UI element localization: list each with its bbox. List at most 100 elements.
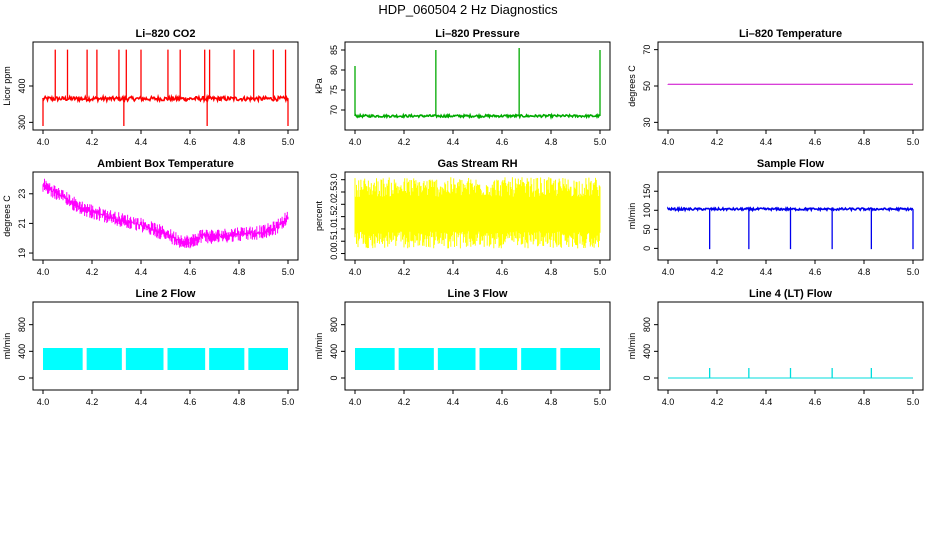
y-tick-label: 21: [17, 218, 27, 228]
y-tick-label: 2.0: [329, 198, 339, 211]
series-line: [667, 205, 914, 213]
flow-band: [167, 348, 206, 370]
y-tick-label: 100: [642, 203, 652, 218]
x-tick-label: 4.8: [545, 397, 558, 407]
y-tick-label: 80: [329, 65, 339, 75]
x-tick-label: 4.4: [447, 267, 460, 277]
plot-frame: [344, 41, 611, 131]
panel-4: Gas Stream RH percent 4.0 4.2 4.4 4.6 4.8 5.0 0.…: [314, 158, 611, 277]
flow-band: [43, 348, 83, 370]
x-tick-label: 4.2: [711, 267, 724, 277]
flow-band: [248, 348, 288, 370]
y-axis-label: ml/min: [2, 333, 12, 360]
flow-band: [209, 348, 245, 370]
x-tick-label: 4.2: [86, 397, 99, 407]
plot-frame: [32, 41, 299, 131]
x-tick-label: 4.2: [86, 267, 99, 277]
flow-band: [125, 348, 164, 370]
panel-0: Li–820 CO2 Licor ppm 4.0 4.2 4.4 4.6 4.8 5.0 300…: [2, 28, 299, 147]
x-tick-label: 4.8: [233, 267, 246, 277]
plot-frame: [657, 41, 924, 131]
x-tick-label: 4.0: [662, 137, 675, 147]
x-tick-label: 5.0: [282, 137, 295, 147]
y-tick-label: 70: [642, 45, 652, 55]
x-tick-label: 4.0: [37, 137, 50, 147]
panel-title: Li–820 Pressure: [435, 28, 519, 40]
series-line: [354, 112, 601, 120]
x-tick-label: 4.0: [349, 137, 362, 147]
figure-title: HDP_060504 2 Hz Diagnostics: [378, 2, 558, 17]
y-tick-label: 0: [17, 375, 27, 380]
x-tick-label: 4.8: [858, 397, 871, 407]
y-axis-label: degrees C: [2, 195, 12, 237]
series-line: [42, 178, 289, 249]
y-tick-label: 1.0: [329, 223, 339, 236]
x-tick-label: 4.4: [447, 137, 460, 147]
panel-title: Li–820 CO2: [136, 28, 196, 40]
x-tick-label: 4.6: [496, 267, 509, 277]
y-tick-label: 0: [329, 375, 339, 380]
y-axis-label: kPa: [314, 78, 324, 94]
plot-frame: [32, 301, 299, 391]
x-tick-label: 4.8: [233, 397, 246, 407]
x-tick-label: 4.6: [809, 137, 822, 147]
x-tick-label: 4.4: [760, 137, 773, 147]
panel-8: Line 4 (LT) Flow ml/min 4.0 4.2 4.4 4.6 4.8 5.0…: [627, 288, 924, 407]
y-tick-label: 400: [329, 344, 339, 359]
plot-frame: [344, 171, 611, 261]
x-tick-label: 4.2: [86, 137, 99, 147]
x-tick-label: 4.4: [760, 397, 773, 407]
panel-7: Line 3 Flow ml/min 4.0 4.2 4.4 4.6 4.8 5.0 0 400 8…: [314, 288, 611, 407]
panel-title: Sample Flow: [757, 158, 825, 170]
panel-title: Line 2 Flow: [136, 288, 196, 300]
x-tick-label: 4.8: [545, 267, 558, 277]
x-tick-label: 5.0: [282, 397, 295, 407]
y-tick-label: 0: [642, 246, 652, 251]
y-tick-label: 0.0: [329, 247, 339, 260]
flow-band: [521, 348, 557, 370]
y-tick-label: 400: [17, 344, 27, 359]
y-tick-label: 800: [329, 317, 339, 332]
y-axis-label: ml/min: [627, 333, 637, 360]
y-tick-label: 70: [329, 105, 339, 115]
x-tick-label: 4.8: [545, 137, 558, 147]
y-tick-label: 800: [17, 317, 27, 332]
y-axis-label: Licor ppm: [2, 66, 12, 106]
x-tick-label: 4.8: [233, 137, 246, 147]
panel-2: Li–820 Temperature degrees C 4.0 4.2 4.4 4.6 4…: [627, 28, 924, 147]
x-tick-label: 4.4: [135, 397, 148, 407]
x-tick-label: 4.6: [809, 397, 822, 407]
y-tick-label: 2.5: [329, 186, 339, 199]
x-tick-label: 4.2: [711, 137, 724, 147]
y-tick-label: 19: [17, 248, 27, 258]
x-tick-label: 4.8: [858, 137, 871, 147]
x-tick-label: 4.0: [37, 267, 50, 277]
x-tick-label: 4.8: [858, 267, 871, 277]
x-tick-label: 5.0: [594, 137, 607, 147]
x-tick-label: 4.6: [496, 397, 509, 407]
y-tick-label: 30: [642, 117, 652, 127]
x-tick-label: 4.2: [398, 397, 411, 407]
y-tick-label: 0.5: [329, 235, 339, 248]
x-tick-label: 4.4: [447, 397, 460, 407]
plot-frame: [657, 301, 924, 391]
y-tick-label: 50: [642, 81, 652, 91]
y-tick-label: 1.5: [329, 210, 339, 223]
x-tick-label: 4.0: [349, 267, 362, 277]
x-tick-label: 4.2: [711, 397, 724, 407]
panel-3: Ambient Box Temperature degrees C 4.0 4.2 4.…: [2, 158, 299, 277]
x-tick-label: 4.4: [135, 267, 148, 277]
x-tick-label: 5.0: [594, 267, 607, 277]
x-tick-label: 5.0: [907, 137, 920, 147]
y-tick-label: 400: [642, 344, 652, 359]
y-tick-label: 23: [17, 189, 27, 199]
plot-frame: [32, 171, 299, 261]
plot-frame: [344, 301, 611, 391]
x-tick-label: 5.0: [594, 397, 607, 407]
x-tick-label: 5.0: [907, 397, 920, 407]
x-tick-label: 4.0: [37, 397, 50, 407]
series-line: [42, 93, 289, 104]
flow-band: [398, 348, 434, 370]
flow-band: [86, 348, 122, 370]
x-tick-label: 4.6: [184, 137, 197, 147]
